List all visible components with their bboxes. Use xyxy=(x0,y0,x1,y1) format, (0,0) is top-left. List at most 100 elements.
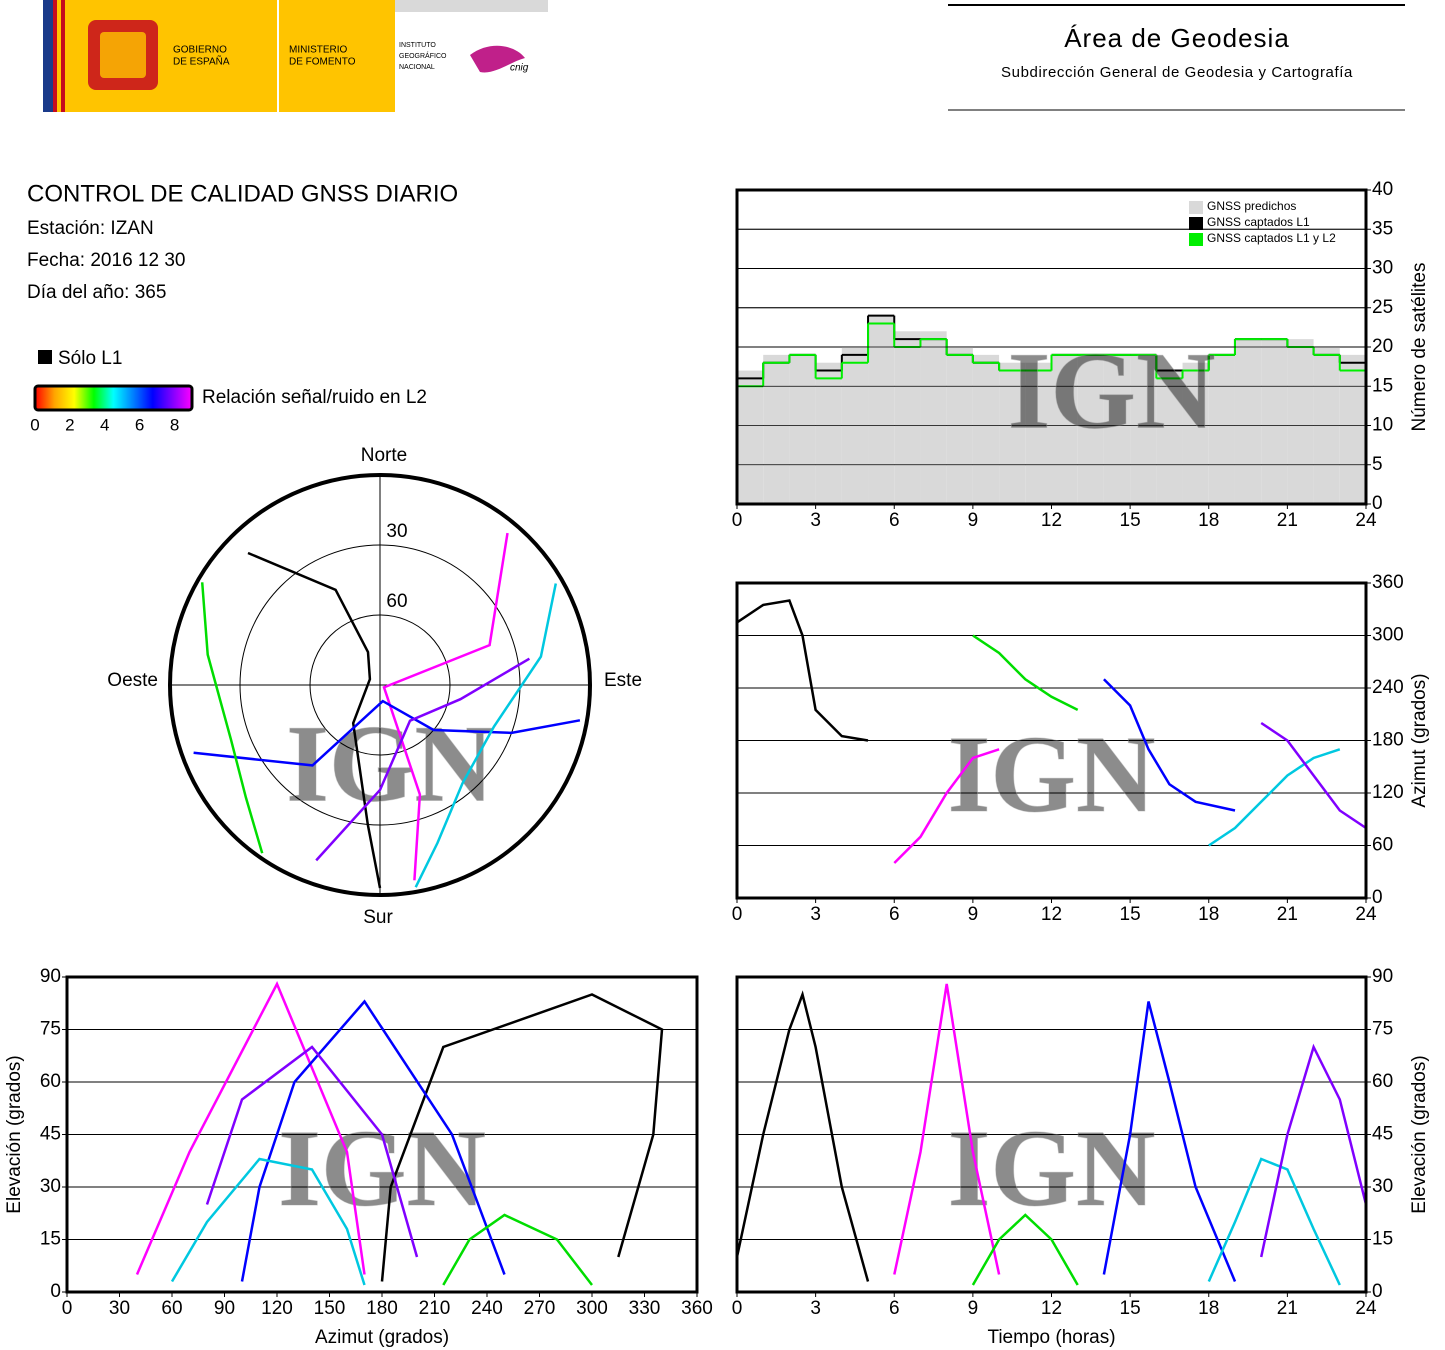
predicted-area xyxy=(1208,354,1235,504)
plot-frame xyxy=(735,975,1368,1294)
satellite-track xyxy=(972,634,1079,712)
legend-swatch xyxy=(1189,233,1203,246)
y-tick-label: 300 xyxy=(1372,625,1404,646)
stars-strip xyxy=(43,0,53,112)
watermark: IGN xyxy=(948,1107,1156,1229)
x-tick-label: 12 xyxy=(1041,1298,1062,1319)
y-tick-label: 90 xyxy=(40,966,61,987)
y-tick-label: 10 xyxy=(1372,415,1393,436)
satellite-track xyxy=(1103,678,1236,812)
y-tick-label: 0 xyxy=(1372,887,1383,908)
satellite-track xyxy=(380,993,664,1282)
institute-text: NACIONAL xyxy=(399,64,435,71)
watermark: IGN xyxy=(1008,329,1216,451)
area-title: Área de Geodesia xyxy=(1064,23,1290,53)
x-tick-label: 6 xyxy=(889,904,900,925)
predicted-area xyxy=(1130,354,1157,504)
satellite-track xyxy=(1207,1157,1341,1286)
y-tick-label: 40 xyxy=(1372,179,1393,200)
y-tick-label: 5 xyxy=(1372,454,1383,475)
x-tick-label: 24 xyxy=(1355,1298,1377,1319)
y-tick-label: 240 xyxy=(1372,677,1404,698)
x-tick-label: 0 xyxy=(732,510,743,531)
elevation-ring xyxy=(309,614,451,756)
legend-label: GNSS captados L1 y L2 xyxy=(1207,231,1336,245)
y-tick-label: 180 xyxy=(1372,730,1404,751)
gov-text: DE ESPAÑA xyxy=(173,55,230,68)
south-label: Sur xyxy=(363,907,393,928)
satellite-track xyxy=(240,999,506,1282)
x-tick-label: 60 xyxy=(161,1298,182,1319)
coat-of-arms xyxy=(100,32,146,78)
y-tick-label: 0 xyxy=(1372,493,1383,514)
y-tick-label: 60 xyxy=(1372,835,1393,856)
y-tick-label: 60 xyxy=(40,1071,61,1092)
satellite-track xyxy=(247,551,382,889)
satellite-track xyxy=(382,532,509,881)
header-bar xyxy=(395,0,548,12)
x-tick-label: 15 xyxy=(1120,1298,1141,1319)
satellite-track xyxy=(893,748,1000,864)
satellite-track xyxy=(1208,748,1341,847)
x-tick-label: 12 xyxy=(1041,904,1062,925)
predicted-area xyxy=(1156,370,1183,504)
x-tick-label: 21 xyxy=(1277,510,1298,531)
predicted-area xyxy=(920,331,947,504)
satellite-track xyxy=(205,1045,419,1258)
snr-label: Relación señal/ruido en L2 xyxy=(202,387,427,408)
predicted-area xyxy=(789,354,816,504)
x-tick-label: 18 xyxy=(1198,904,1219,925)
gov-separator xyxy=(277,0,279,112)
x-tick-label: 3 xyxy=(810,510,821,531)
west-label: Oeste xyxy=(107,670,158,691)
subdirection: Subdirección General de Geodesia y Carto… xyxy=(1001,64,1353,81)
x-tick-label: 0 xyxy=(732,904,743,925)
x-axis-title: Tiempo (horas) xyxy=(987,1327,1115,1348)
x-tick-label: 21 xyxy=(1277,1298,1298,1319)
gov-text: GOBIERNO xyxy=(173,45,227,56)
y-tick-label: 360 xyxy=(1372,572,1404,593)
satellite-track xyxy=(893,983,1001,1275)
y-tick-label: 35 xyxy=(1372,218,1393,239)
satellite-track xyxy=(1259,1043,1368,1258)
x-axis-title: Azimut (grados) xyxy=(315,1327,449,1348)
x-tick-label: 360 xyxy=(681,1298,713,1319)
date: Fecha: 2016 12 30 xyxy=(27,250,185,271)
x-tick-label: 3 xyxy=(810,904,821,925)
x-tick-label: 3 xyxy=(810,1298,821,1319)
ministry-text: MINISTERIO xyxy=(289,45,348,56)
x-tick-label: 24 xyxy=(1355,904,1377,925)
satellite-track xyxy=(735,990,870,1282)
cnig-text: cnig xyxy=(510,63,529,74)
ministry-text: DE FOMENTO xyxy=(289,57,356,68)
predicted-area xyxy=(763,354,790,504)
watermark: IGN xyxy=(278,1107,486,1229)
predicted-area xyxy=(972,354,1000,504)
institute-text: GEOGRÁFICO xyxy=(399,51,447,60)
x-tick-label: 90 xyxy=(214,1298,235,1319)
snr-tick-label: 8 xyxy=(170,415,179,434)
x-tick-label: 0 xyxy=(62,1298,73,1319)
x-tick-label: 18 xyxy=(1198,1298,1219,1319)
x-tick-label: 300 xyxy=(576,1298,608,1319)
x-tick-label: 15 xyxy=(1120,510,1141,531)
y-tick-label: 30 xyxy=(1372,1176,1393,1197)
x-tick-label: 24 xyxy=(1355,510,1377,531)
watermark: IGN xyxy=(948,713,1156,835)
y-tick-label: 120 xyxy=(1372,782,1404,803)
y-tick-label: 0 xyxy=(1372,1281,1383,1302)
satellite-track xyxy=(414,583,558,888)
snr-tick-label: 6 xyxy=(135,415,144,434)
x-tick-label: 12 xyxy=(1041,510,1062,531)
y-tick-label: 45 xyxy=(1372,1124,1393,1145)
elevation-ring-label: 60 xyxy=(386,591,407,612)
satellite-track xyxy=(1102,1001,1237,1282)
legend-swatch xyxy=(1189,217,1203,230)
predicted-area xyxy=(737,370,764,504)
predicted-area xyxy=(1051,354,1078,504)
snr-tick-label: 2 xyxy=(65,415,74,434)
plot-frame xyxy=(65,975,699,1294)
y-axis-title: Elevación (grados) xyxy=(1409,1055,1430,1213)
horizon xyxy=(168,473,592,897)
